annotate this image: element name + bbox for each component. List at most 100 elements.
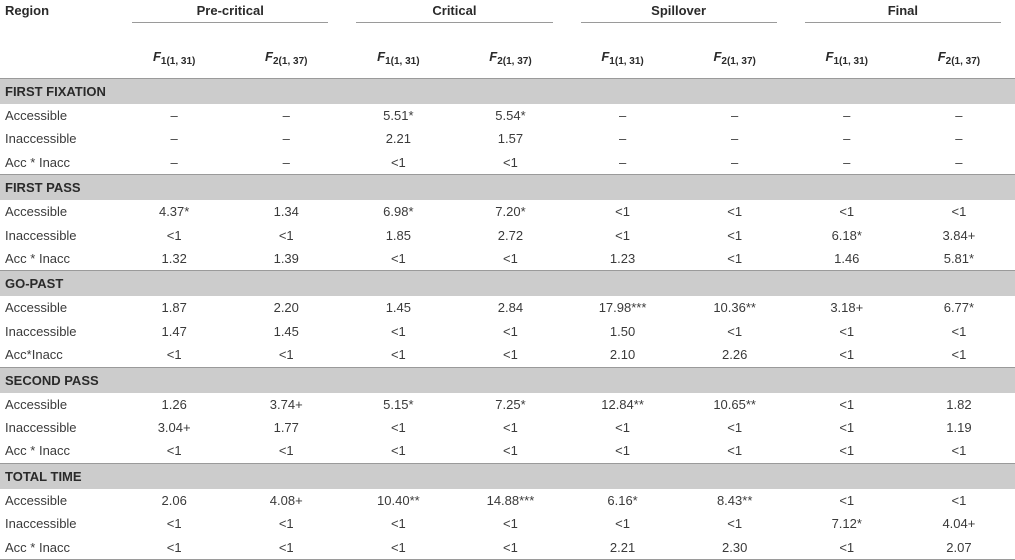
value-cell: –: [618, 108, 627, 123]
value-cell: 6.18*: [831, 227, 862, 243]
value-cell: <1: [951, 443, 967, 459]
value-cell: <1: [390, 323, 406, 339]
value-cell: 5.54*: [495, 108, 526, 123]
stat-header-row: F1(1, 31) F2(1, 37) F1(1, 31) F2(1, 37) …: [0, 36, 1015, 79]
value-cell: <1: [278, 227, 294, 243]
value-cell: 12.84**: [601, 396, 644, 412]
value-cell: 10.36**: [713, 300, 756, 316]
value-cell: <1: [390, 154, 406, 170]
section-title: GO-PAST: [0, 270, 1015, 297]
value-cell: 6.98*: [383, 204, 414, 220]
row-label: Inaccessible: [5, 516, 77, 532]
value-cell: <1: [390, 443, 406, 459]
value-cell: <1: [278, 347, 294, 363]
value-cell: 3.74+: [269, 396, 303, 412]
value-cell: <1: [839, 443, 855, 459]
row-label: Acc * Inacc: [5, 154, 71, 170]
value-cell: <1: [503, 420, 518, 436]
value-cell: <1: [951, 323, 967, 339]
value-cell: –: [618, 131, 627, 147]
value-cell: 1.45: [385, 300, 412, 316]
row-label: Accessible: [5, 300, 68, 316]
table-row: Accessible 1.87 2.20 1.45 2.84 17.98*** 10.36*…: [0, 296, 1015, 319]
value-cell: 1.87: [161, 300, 187, 316]
value-cell: 2.21: [566, 535, 679, 560]
value-cell: <1: [503, 516, 518, 532]
value-cell: <1: [727, 323, 743, 339]
value-cell: –: [731, 131, 739, 147]
value-cell: <1: [727, 227, 743, 243]
value-cell: 1.47: [161, 323, 187, 339]
value-cell: 2.10: [609, 347, 636, 363]
value-cell: 7.20*: [495, 204, 526, 220]
group-header-spillover: Spillover: [567, 0, 791, 36]
value-cell: <1: [615, 420, 630, 436]
value-cell: –: [282, 131, 290, 147]
value-cell: 1.57: [497, 131, 524, 147]
value-cell: <1: [503, 443, 518, 459]
value-cell: 1.50: [609, 323, 636, 339]
value-cell: –: [843, 131, 851, 147]
value-cell: 1.26: [161, 396, 187, 412]
value-cell: 4.37*: [158, 204, 190, 220]
value-cell: 1.46: [834, 251, 860, 267]
group-header-pre-critical: Pre-critical: [118, 0, 342, 36]
stat-header-f1: F1(1, 31): [118, 36, 231, 79]
stat-header-f1: F1(1, 31): [790, 36, 903, 79]
value-cell: <1: [839, 323, 855, 339]
value-cell: 1.45: [273, 323, 299, 339]
value-cell: <1: [727, 443, 743, 459]
section-title: FIRST FIXATION: [0, 78, 1015, 104]
value-cell: <1: [390, 251, 406, 267]
stat-header-f1: F1(1, 31): [566, 36, 679, 79]
value-cell: 10.40**: [377, 492, 420, 508]
value-cell: <1: [342, 535, 455, 560]
stat-header-f2: F2(1, 37): [678, 36, 791, 79]
group-header-final: Final: [791, 0, 1015, 36]
value-cell: 1.82: [946, 396, 972, 412]
section-header-row: SECOND PASS: [0, 366, 1015, 393]
value-cell: <1: [727, 420, 743, 436]
value-cell: <1: [230, 535, 343, 560]
value-cell: –: [170, 108, 178, 123]
section-header-row: FIRST FIXATION: [0, 78, 1015, 104]
value-cell: –: [282, 154, 290, 170]
row-label: Inaccessible: [5, 420, 77, 436]
value-cell: 1.32: [161, 251, 187, 267]
value-cell: 2.30: [678, 535, 791, 560]
value-cell: –: [170, 131, 178, 147]
value-cell: 2.72: [497, 227, 524, 243]
value-cell: <1: [166, 227, 182, 243]
value-cell: –: [955, 154, 963, 170]
value-cell: 8.43**: [716, 492, 753, 508]
value-cell: –: [843, 154, 851, 170]
value-cell: <1: [166, 516, 182, 532]
value-cell: 3.84+: [942, 227, 976, 243]
value-cell: <1: [166, 443, 182, 459]
value-cell: 4.04+: [942, 516, 976, 532]
value-cell: <1: [390, 420, 406, 436]
value-cell: <1: [839, 204, 855, 220]
value-cell: 5.51*: [383, 108, 414, 123]
table-row: Inaccessible – – 2.21 1.57 – – – –: [0, 127, 1015, 150]
section-title: SECOND PASS: [0, 366, 1015, 393]
value-cell: 2.07: [902, 535, 1015, 560]
value-cell: <1: [951, 347, 967, 363]
value-cell: <1: [278, 443, 294, 459]
section-header-row: TOTAL TIME: [0, 462, 1015, 489]
value-cell: <1: [615, 443, 630, 459]
row-label: Acc * Inacc: [0, 535, 119, 560]
table-row: Inaccessible 3.04+ 1.77 <1 <1 <1 <1 <1 1.19: [0, 416, 1015, 439]
value-cell: –: [731, 108, 739, 123]
row-label: Accessible: [5, 204, 68, 220]
table-row: Inaccessible 1.47 1.45 <1 <1 1.50 <1 <1 <1: [0, 320, 1015, 343]
row-label: Accessible: [5, 492, 68, 508]
stat-header-f2: F2(1, 37): [454, 36, 567, 79]
value-cell: –: [843, 108, 851, 123]
table-row: Inaccessible <1 <1 1.85 2.72 <1 <1 6.18* 3.84+: [0, 224, 1015, 247]
value-cell: 1.23: [609, 251, 636, 267]
value-cell: <1: [166, 347, 182, 363]
table-body: FIRST FIXATION Accessible – – 5.51* 5.54* – – – –…: [0, 78, 1015, 560]
value-cell: <1: [615, 227, 630, 243]
